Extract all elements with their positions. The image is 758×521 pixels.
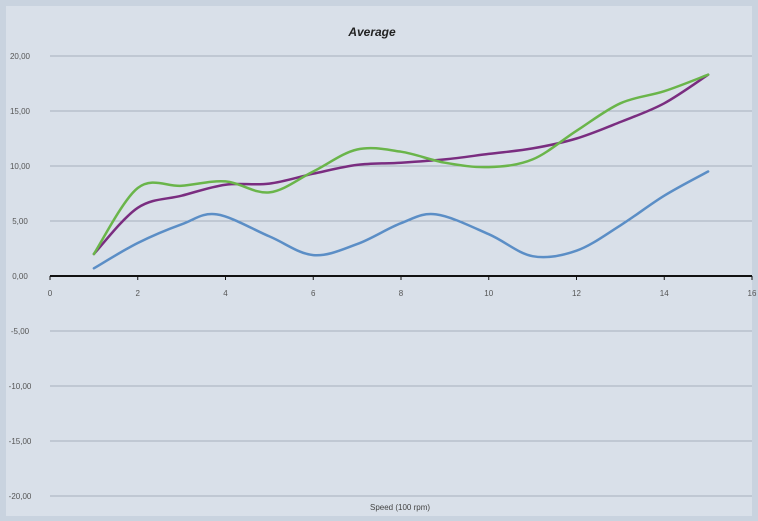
x-tick-label: 6 — [311, 289, 316, 298]
x-tick-label: 14 — [660, 289, 669, 298]
y-tick-label: -15,00 — [9, 437, 32, 446]
y-tick-label: 0,00 — [12, 272, 28, 281]
x-tick-label: 4 — [223, 289, 228, 298]
x-tick-label: 0 — [48, 289, 53, 298]
x-tick-label: 2 — [136, 289, 141, 298]
series-line-3 — [92, 73, 710, 256]
x-tick-label: 8 — [399, 289, 404, 298]
x-tick-labels: 0 2 4 6 8 10 12 14 16 — [48, 289, 757, 298]
y-tick-label: 5,00 — [12, 217, 28, 226]
y-tick-label: 10,00 — [10, 162, 31, 171]
y-tick-label: -20,00 — [9, 492, 32, 501]
x-tick-label: 16 — [748, 289, 757, 298]
x-tick-label: 10 — [484, 289, 493, 298]
x-tick-label: 12 — [572, 289, 581, 298]
y-tick-label: -10,00 — [9, 382, 32, 391]
y-tick-label: 20,00 — [10, 52, 31, 61]
y-tick-labels: 20,00 15,00 10,00 5,00 0,00 -5,00 -10,00 -15,00… — [9, 52, 32, 501]
y-tick-label: 15,00 — [10, 107, 31, 116]
x-axis-label: Speed (100 rpm) — [370, 503, 430, 512]
series-line-1 — [92, 170, 710, 270]
gridlines — [50, 55, 752, 497]
x-axis — [49, 275, 753, 280]
chart-background — [6, 6, 752, 516]
series-lines — [92, 73, 710, 270]
y-tick-label: -5,00 — [11, 327, 30, 336]
series-line-2 — [92, 73, 710, 256]
chart-title: Average — [347, 25, 396, 39]
